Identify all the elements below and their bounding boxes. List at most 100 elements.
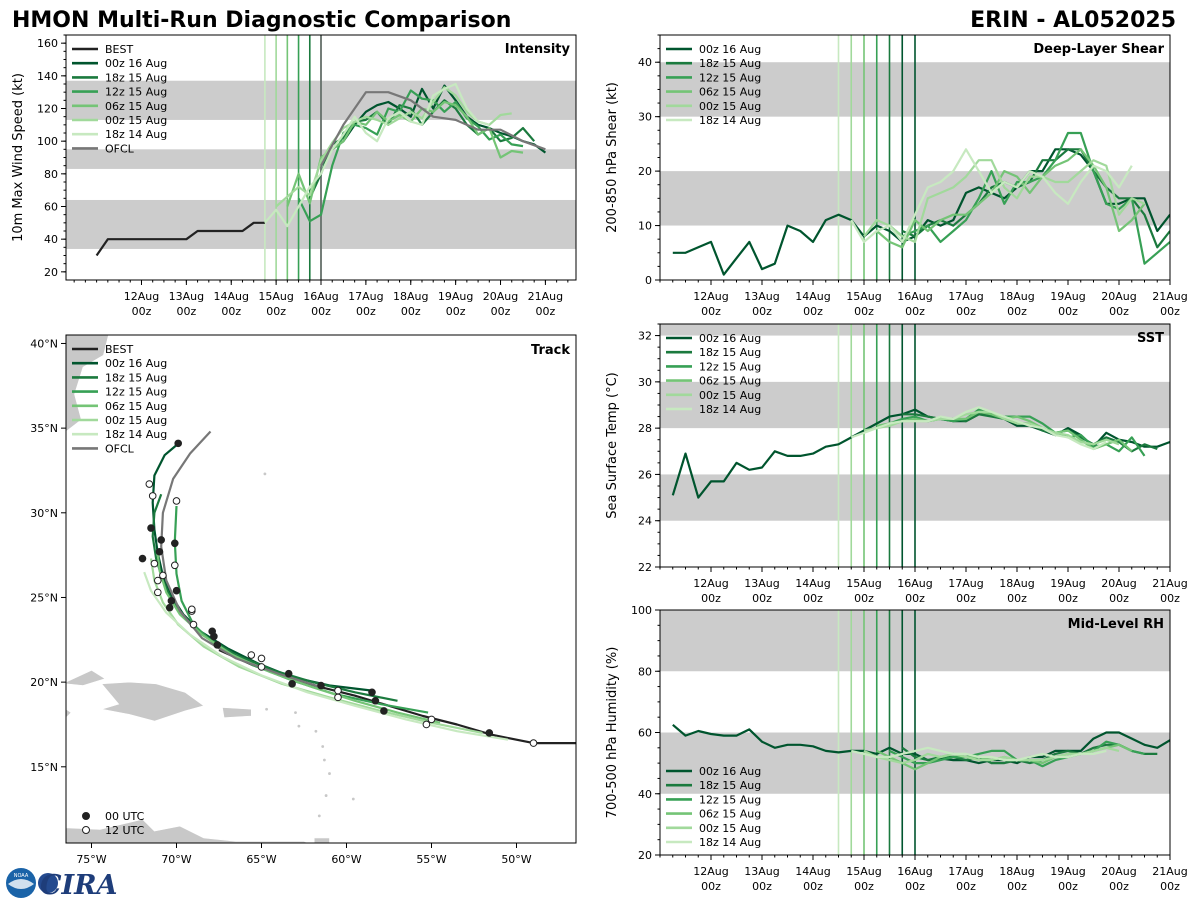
marker-legend-label: 12 UTC <box>105 824 145 837</box>
x-tick-day: 15Aug <box>258 290 293 303</box>
y-tick-label: 22 <box>638 561 652 574</box>
track-point-12utc <box>422 720 431 729</box>
legend-label-ofcl: OFCL <box>105 142 135 155</box>
land-island <box>324 794 328 797</box>
land-island <box>323 758 326 762</box>
track-line-18z-14-aug <box>143 571 509 741</box>
track-point-00utc <box>317 681 325 690</box>
legend-label-18z-15-aug: 18z 15 Aug <box>699 57 761 70</box>
track-point-00utc <box>380 707 388 715</box>
track-line-18z-15-aug <box>151 493 398 702</box>
x-tick-hour: 00z <box>221 305 241 318</box>
x-tick-hour: 00z <box>701 305 721 318</box>
x-tick-day: 21Aug <box>1152 290 1187 303</box>
y-tick-label: 30 <box>638 111 652 124</box>
track-point-00utc <box>371 696 380 705</box>
x-tick-day: 17Aug <box>948 577 983 590</box>
x-tick-day: 12Aug <box>124 290 159 303</box>
x-tick-hour: 00z <box>1109 305 1129 318</box>
land-jamaica <box>66 708 72 719</box>
track-point-12utc <box>257 663 266 671</box>
plot-area-shear <box>660 35 1170 280</box>
x-tick-day: 12Aug <box>693 577 728 590</box>
x-tick-hour: 00z <box>701 880 721 893</box>
x-tick-hour: 00z <box>132 305 152 318</box>
track-line-ofcl <box>160 430 322 689</box>
x-tick-hour: 00z <box>854 592 874 605</box>
x-tick-label: 55°W <box>416 853 446 866</box>
x-tick-hour: 00z <box>956 592 976 605</box>
panel-intensity: Intensity 20 40 60 80 100 120 140 160 10m Max Win… <box>11 34 577 318</box>
x-tick-day: 13Aug <box>744 290 779 303</box>
track-point-12utc <box>154 576 162 585</box>
x-tick-hour: 00z <box>1007 305 1027 318</box>
y-axis-label: 10m Max Wind Speed (kt) <box>11 73 26 242</box>
x-tick-hour: 00z <box>905 592 925 605</box>
x-tick-label: 75°W <box>76 853 106 866</box>
track-line-best <box>218 648 576 745</box>
legend-label-06z-15-aug: 06z 15 Aug <box>699 86 761 99</box>
x-tick-hour: 00z <box>1109 592 1129 605</box>
y-tick-label: 32 <box>638 330 652 343</box>
y-tick-label: 24 <box>638 515 652 528</box>
legend-label-18z-14-aug: 18z 14 Aug <box>699 836 761 849</box>
marker-legend-symbol <box>82 812 90 820</box>
land-cuba <box>66 669 106 686</box>
legend-label-18z-14-aug: 18z 14 Aug <box>699 403 761 416</box>
series-line-ofcl <box>320 91 546 167</box>
track-line-00z-16-aug <box>151 444 373 692</box>
x-tick-label: 70°W <box>161 853 191 866</box>
x-tick-day: 17Aug <box>348 290 383 303</box>
x-tick-hour: 00z <box>356 305 376 318</box>
panel-title: Mid-Level RH <box>1068 617 1164 632</box>
track-point-00utc <box>284 669 293 678</box>
x-tick-hour: 00z <box>1058 880 1078 893</box>
legend-label-00z-16-aug: 00z 16 Aug <box>699 43 761 56</box>
track-point-00utc <box>213 641 222 649</box>
legend-label-06z-15-aug: 06z 15 Aug <box>105 100 167 113</box>
legend-label-18z-14-aug: 18z 14 Aug <box>699 114 761 127</box>
series-line-best <box>95 221 265 257</box>
series-line-06z-15-aug <box>876 148 1146 249</box>
x-tick-day: 21Aug <box>528 290 563 303</box>
legend-label-00z-15-aug: 00z 15 Aug <box>699 389 761 402</box>
track-point-00utc <box>138 554 147 563</box>
track-point-12utc <box>172 497 181 505</box>
x-tick-day: 20Aug <box>1101 290 1136 303</box>
y-tick-label: 160 <box>37 37 58 50</box>
x-tick-hour: 00z <box>446 305 466 318</box>
x-tick-hour: 00z <box>1160 305 1180 318</box>
y-tick-label: 60 <box>44 201 58 214</box>
y-tick-label: 30 <box>638 376 652 389</box>
x-tick-hour: 00z <box>266 305 286 318</box>
panel-title: Track <box>531 343 570 358</box>
y-tick-label: 20 <box>638 165 652 178</box>
legend-label-00z-16-aug: 00z 16 Aug <box>699 332 761 345</box>
x-tick-hour: 00z <box>1058 305 1078 318</box>
x-tick-day: 19Aug <box>438 290 473 303</box>
x-tick-day: 20Aug <box>1101 577 1136 590</box>
y-tick-label: 40°N <box>30 337 58 350</box>
x-tick-day: 17Aug <box>948 865 983 878</box>
track-point-00utc <box>208 627 216 636</box>
land-us-coast <box>66 335 109 432</box>
x-tick-hour: 00z <box>176 305 196 318</box>
x-tick-day: 18Aug <box>393 290 428 303</box>
series-line-12z-15-aug <box>297 89 524 223</box>
y-tick-label: 40 <box>638 56 652 69</box>
legend-label-18z-15-aug: 18z 15 Aug <box>699 779 761 792</box>
legend-label-12z-15-aug: 12z 15 Aug <box>699 793 761 806</box>
panel-rh: Mid-Level RH 20 40 60 80 100 700-500 hPa Humid… <box>605 604 1188 893</box>
legend-label-ofcl: OFCL <box>105 442 135 455</box>
x-tick-day: 14Aug <box>213 290 248 303</box>
land-island <box>317 814 321 818</box>
track-point-12utc <box>159 571 167 580</box>
land-hispaniola <box>101 681 205 722</box>
noaa-wave-icon <box>8 879 34 889</box>
legend-label-12z-15-aug: 12z 15 Aug <box>105 86 167 99</box>
x-tick-hour: 00z <box>905 305 925 318</box>
legend-label-18z-15-aug: 18z 15 Aug <box>105 71 167 84</box>
land-island <box>321 745 325 748</box>
